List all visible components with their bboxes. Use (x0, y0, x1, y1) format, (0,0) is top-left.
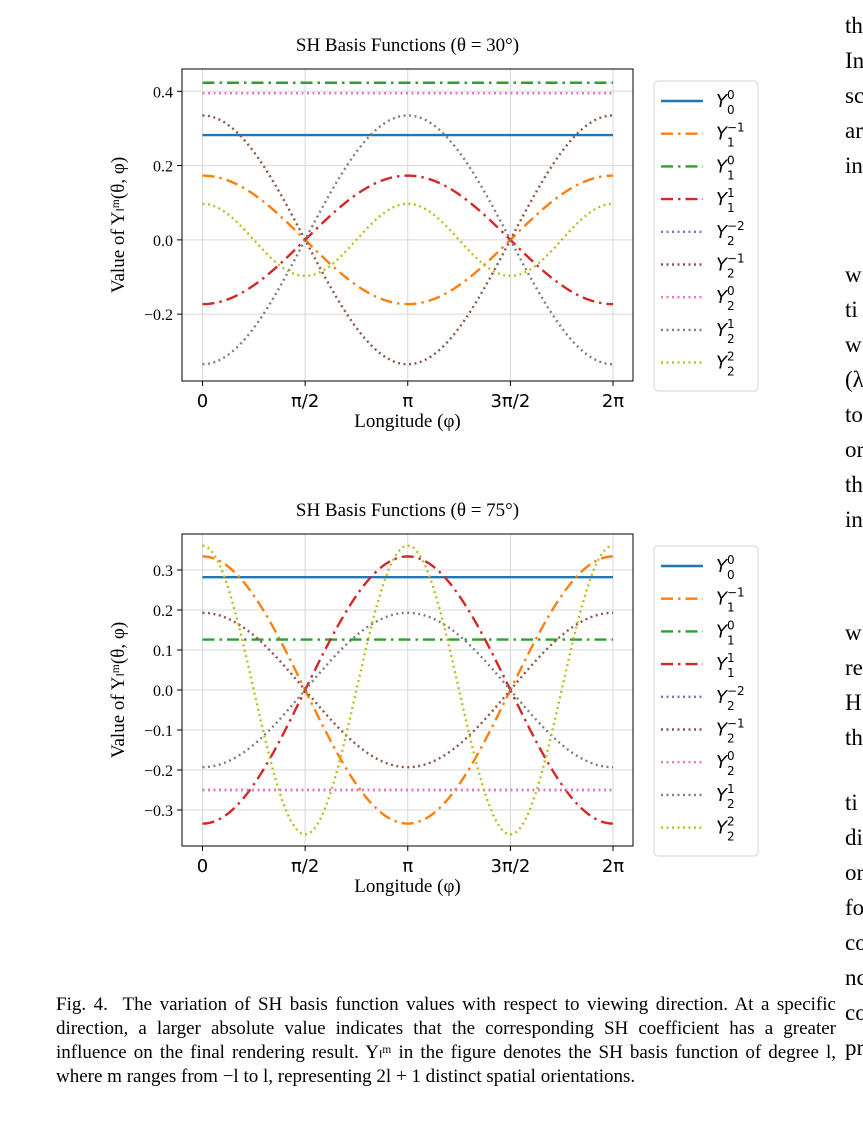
series-line (202, 114, 614, 366)
right-column-fragment: or (845, 860, 863, 885)
y-tick-label: 0.1 (153, 643, 173, 660)
right-column-fragment: to (845, 402, 863, 427)
y-tick-label: 0.3 (153, 563, 173, 580)
right-column-fragment: th (845, 472, 863, 497)
y-tick-label: 0.2 (153, 159, 173, 176)
right-column-fragment: di (845, 825, 863, 850)
y-tick-label: 0.0 (153, 683, 173, 700)
chart-theta-75: SH Basis Functions (θ = 75°) 0 π/2 π 3π/2 2π 0… (108, 500, 759, 897)
x-tick-label: 3π/2 (490, 856, 530, 877)
caption-label: Fig. 4. (56, 994, 108, 1015)
right-column-fragment: In (845, 48, 863, 73)
right-column-fragment: nc (845, 965, 863, 990)
right-column-fragment: w (845, 332, 862, 357)
right-column-fragment: fo (845, 895, 863, 920)
legend-entry-label: Y0 2 (716, 284, 735, 313)
grid (182, 534, 633, 846)
right-column-fragment: co (845, 930, 863, 955)
x-tick-label: π (402, 856, 413, 877)
legend-entry-label: Y−1 1 (716, 121, 745, 150)
figure-caption: Fig. 4. The variation of SH basis functi… (56, 993, 836, 1089)
legend-entry-label: Y−1 1 (716, 586, 745, 615)
x-tick-label: π/2 (291, 856, 319, 877)
y-axis-label: Value of Yₗᵐ(θ, φ) (108, 622, 129, 758)
legend-entry-label: Y−1 2 (716, 252, 745, 281)
right-column-fragment: re (845, 655, 863, 680)
x-tick-label: 2π (602, 391, 624, 412)
y-tick-label: −0.2 (144, 763, 173, 780)
right-column-fragment: in (845, 507, 863, 532)
legend-entry-label: Y0 1 (716, 153, 735, 182)
legend-entry-label: Y0 0 (716, 88, 735, 117)
legend-entry-label: Y2 2 (716, 815, 735, 844)
right-column-fragment: th (845, 725, 863, 750)
caption-text: The variation of SH basis function value… (56, 994, 836, 1087)
series-line (202, 202, 614, 278)
legend: Y0 0 Y−1 1 Y0 1 Y1 1 Y−2 2 Y−1 2 Y0 2 Y1 2 Y2 2 (653, 545, 759, 857)
right-column-fragment: or (845, 437, 863, 462)
x-axis-label: Longitude (φ) (354, 876, 460, 897)
x-axis-label: Longitude (φ) (354, 411, 460, 432)
legend-entry-label: Y−1 2 (716, 717, 745, 746)
y-tick-label: 0.4 (153, 84, 173, 101)
y-tick-label: −0.1 (144, 723, 173, 740)
legend-entry-label: Y1 1 (716, 651, 735, 680)
right-column-fragment: ti (845, 297, 858, 322)
legend-entry-label: Y0 0 (716, 553, 735, 582)
legend-entry-label: Y1 1 (716, 186, 735, 215)
right-column-fragment: co (845, 1000, 863, 1025)
x-tick-label: 0 (197, 856, 208, 877)
legend-entry-label: Y−2 2 (716, 219, 745, 248)
chart-title: SH Basis Functions (θ = 75°) (296, 500, 519, 521)
x-tick-label: 2π (602, 856, 624, 877)
series-line (202, 174, 614, 306)
grid (182, 69, 633, 381)
legend-entry-label: Y1 2 (716, 317, 735, 346)
series-line (202, 544, 614, 836)
series-line (202, 555, 614, 825)
series-line (202, 174, 614, 306)
x-tick-label: 0 (197, 391, 208, 412)
series-line (202, 114, 614, 366)
right-column-fragment: in (845, 153, 863, 178)
x-tick-label: π (402, 391, 413, 412)
right-column-fragment: ar (845, 118, 863, 143)
right-column-fragment: w (845, 262, 862, 287)
x-tick-label: 3π/2 (490, 391, 530, 412)
y-tick-label: −0.2 (144, 307, 173, 324)
series-line (202, 611, 614, 769)
legend-box (653, 545, 759, 857)
legend: Y0 0 Y−1 1 Y0 1 Y1 1 Y−2 2 Y−1 2 Y0 2 Y1 2 Y2 2 (653, 80, 759, 392)
legend-entry-label: Y2 2 (716, 350, 735, 379)
chart-theta-30: SH Basis Functions (θ = 30°) 0 π/2 π 3π/2 2π 0… (108, 35, 759, 432)
right-column-fragment: w (845, 620, 862, 645)
right-column-fragment: th (845, 13, 863, 38)
series-line (202, 555, 614, 825)
right-column-fragment: pr (845, 1035, 863, 1060)
right-column-fragment: ti (845, 790, 858, 815)
x-tick-label: π/2 (291, 391, 319, 412)
right-column-fragment: H (845, 690, 862, 715)
y-tick-label: 0.2 (153, 603, 173, 620)
y-tick-label: 0.0 (153, 233, 173, 250)
series-line (202, 611, 614, 769)
legend-entry-label: Y0 2 (716, 749, 735, 778)
y-tick-label: −0.3 (144, 803, 173, 820)
series-group (202, 81, 614, 366)
legend-entry-label: Y0 1 (716, 618, 735, 647)
legend-box (653, 80, 759, 392)
y-axis-label: Value of Yₗᵐ(θ, φ) (108, 157, 129, 293)
legend-entry-label: Y1 2 (716, 782, 735, 811)
legend-entry-label: Y−2 2 (716, 684, 745, 713)
chart-title: SH Basis Functions (θ = 30°) (296, 35, 519, 56)
right-column-fragment: sc (845, 83, 863, 108)
series-group (202, 544, 614, 836)
right-column-fragment: (λ (845, 367, 863, 392)
